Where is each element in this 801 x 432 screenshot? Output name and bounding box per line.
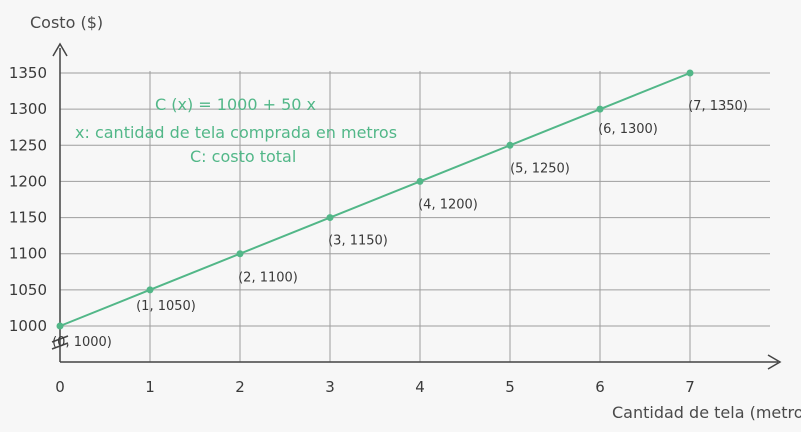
x-tick-label: 7 <box>685 378 695 396</box>
x-tick-label: 0 <box>55 378 65 396</box>
annotation-x-definition: x: cantidad de tela comprada en metros <box>75 123 397 142</box>
data-point <box>236 250 244 258</box>
x-tick-label: 6 <box>595 378 605 396</box>
data-point <box>416 177 424 185</box>
data-point <box>326 214 334 222</box>
data-points <box>56 69 694 330</box>
y-axis-arrow <box>52 42 68 57</box>
y-tick-label: 1150 <box>9 209 47 227</box>
series-line <box>59 72 691 327</box>
y-tick-label: 1250 <box>9 136 47 154</box>
data-point <box>686 69 694 77</box>
x-tick-label: 1 <box>145 378 155 396</box>
point-label: (1, 1050) <box>136 299 196 314</box>
y-tick-label: 1100 <box>9 245 47 263</box>
x-tick-label: 2 <box>235 378 245 396</box>
point-labels: (0, 1000) (1, 1050) (2, 1100) (3, 1150) (4, … <box>52 99 748 350</box>
y-axis-break <box>51 335 69 350</box>
annotation-formula: C (x) = 1000 + 50 x <box>155 95 316 114</box>
y-tick-label: 1050 <box>9 281 47 299</box>
data-point <box>56 322 64 330</box>
data-point <box>596 105 604 113</box>
y-tick-label: 1000 <box>9 317 47 335</box>
point-label: (3, 1150) <box>328 234 388 249</box>
series-line-cost <box>59 72 691 327</box>
x-axis-arrow <box>767 354 782 370</box>
x-tick-label: 5 <box>505 378 515 396</box>
x-tick-label: 4 <box>415 378 425 396</box>
point-label: (2, 1100) <box>238 271 298 286</box>
y-tick-labels: 1000 1050 1100 1150 1200 1250 1300 1350 <box>9 64 47 335</box>
x-axis-label: Cantidad de tela (metros <box>612 403 801 422</box>
data-point <box>146 286 154 294</box>
y-axis-label: Costo ($) <box>30 13 103 32</box>
point-label: (4, 1200) <box>418 197 478 212</box>
axes <box>51 42 782 370</box>
x-tick-labels: 0 1 2 3 4 5 6 7 <box>55 378 695 396</box>
grid-lines <box>60 71 770 362</box>
x-tick-label: 3 <box>325 378 335 396</box>
annotation-c-definition: C: costo total <box>190 147 296 166</box>
point-label: (5, 1250) <box>510 161 570 176</box>
point-label: (7, 1350) <box>688 99 748 114</box>
data-point <box>506 141 514 149</box>
y-tick-label: 1200 <box>9 172 47 190</box>
point-label: (6, 1300) <box>598 122 658 137</box>
point-label: (0, 1000) <box>52 335 112 350</box>
y-tick-label: 1300 <box>9 100 47 118</box>
y-tick-label: 1350 <box>9 64 47 82</box>
